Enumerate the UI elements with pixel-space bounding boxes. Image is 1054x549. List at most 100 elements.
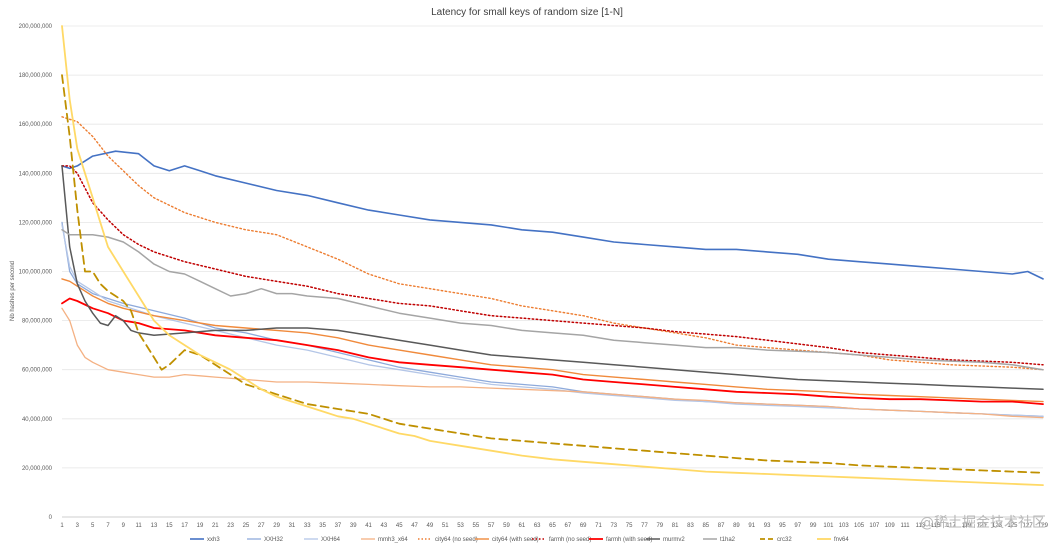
x-tick-label: 49: [427, 523, 434, 529]
x-tick-label: 29: [273, 523, 280, 529]
x-tick-label: 11: [136, 523, 143, 529]
series-line-farmh-no-seed-: [61, 165, 1044, 366]
x-tick-label: 69: [580, 523, 587, 529]
chart-title: Latency for small keys of random size [1…: [431, 7, 623, 18]
x-tick-label: 105: [854, 523, 865, 529]
legend-label: farmh (no seed): [549, 537, 591, 543]
x-tick-label: 109: [885, 523, 896, 529]
x-tick-label: 99: [810, 523, 817, 529]
x-tick-label: 5: [91, 523, 95, 529]
x-tick-label: 71: [595, 523, 602, 529]
x-tick-label: 41: [365, 523, 372, 529]
series-line-crc32: [61, 74, 1044, 474]
x-tick-label: 73: [610, 523, 617, 529]
x-tick-label: 65: [549, 523, 556, 529]
legend-label: xxh3: [207, 537, 220, 543]
y-tick-label: 200,000,000: [19, 24, 53, 30]
x-tick-label: 91: [748, 523, 755, 529]
legend-label: XXH32: [264, 537, 284, 543]
series-line-mmh3-x64: [61, 307, 1044, 419]
x-tick-label: 53: [457, 523, 464, 529]
series-line-xxh3: [61, 150, 1044, 280]
x-tick-label: 47: [411, 523, 418, 529]
y-tick-label: 180,000,000: [19, 73, 53, 79]
x-tick-label: 117: [946, 523, 956, 529]
x-tick-label: 7: [106, 523, 110, 529]
series-line-murmv2: [61, 165, 1044, 391]
y-tick-label: 60,000,000: [22, 368, 53, 374]
legend-label: city64 (no seed): [435, 537, 478, 543]
x-tick-label: 85: [702, 523, 709, 529]
x-tick-label: 63: [534, 523, 541, 529]
x-tick-label: 39: [350, 523, 357, 529]
y-tick-label: 140,000,000: [19, 171, 53, 177]
x-tick-label: 13: [151, 523, 158, 529]
x-tick-label: 19: [197, 523, 204, 529]
x-tick-label: 45: [396, 523, 403, 529]
x-tick-label: 75: [626, 523, 633, 529]
x-tick-label: 25: [243, 523, 250, 529]
x-tick-label: 107: [869, 523, 880, 529]
x-tick-label: 23: [227, 523, 234, 529]
gridlines: [62, 25, 1043, 518]
legend-label: murmv2: [663, 537, 685, 543]
x-tick-label: 59: [503, 523, 510, 529]
x-tick-label: 77: [641, 523, 648, 529]
x-tick-label: 121: [977, 523, 988, 529]
x-tick-label: 1: [60, 523, 64, 529]
y-tick-label: 160,000,000: [19, 122, 53, 128]
x-tick-label: 43: [381, 523, 388, 529]
y-tick-labels: 0 20,000,000 40,000,000 60,000,000 80,000,00…: [19, 24, 53, 521]
x-tick-label: 119: [962, 523, 972, 529]
x-tick-label: 79: [656, 523, 663, 529]
y-tick-label: 40,000,000: [22, 417, 53, 423]
x-tick-label: 61: [519, 523, 526, 529]
x-tick-label: 3: [76, 523, 80, 529]
x-tick-labels: 1 3 5 7 9 11 13 15 17 19 21 23 25 27 29 31 33 35 37 39 41 43 4…: [60, 523, 1048, 529]
x-tick-label: 27: [258, 523, 265, 529]
legend-label: t1ha2: [720, 537, 736, 543]
x-tick-label: 31: [289, 523, 296, 529]
legend-label: crc32: [777, 537, 792, 543]
x-tick-label: 21: [212, 523, 219, 529]
legend-label: XXH64: [321, 537, 341, 543]
y-tick-label: 80,000,000: [22, 319, 53, 325]
x-tick-label: 55: [473, 523, 480, 529]
series-line-farmh-with-seed-: [61, 297, 1044, 405]
x-tick-label: 17: [181, 523, 188, 529]
x-tick-label: 87: [718, 523, 725, 529]
x-tick-label: 35: [319, 523, 326, 529]
x-tick-label: 93: [764, 523, 771, 529]
y-tick-label: 0: [49, 515, 53, 521]
x-tick-label: 97: [794, 523, 801, 529]
x-tick-label: 123: [992, 523, 1003, 529]
series-line-t1ha2: [61, 229, 1044, 371]
x-tick-label: 83: [687, 523, 694, 529]
x-tick-label: 129: [1038, 523, 1049, 529]
watermark-text: @稀土掘金技术社区: [920, 515, 1046, 531]
x-tick-label: 101: [823, 523, 834, 529]
legend-label: fnv64: [834, 537, 849, 543]
x-tick-label: 81: [672, 523, 679, 529]
y-axis-label: Nb hashes per second: [10, 261, 16, 321]
y-tick-label: 100,000,000: [19, 270, 53, 276]
x-tick-label: 113: [916, 523, 926, 529]
legend-label: farmh (with seed): [606, 537, 652, 543]
x-tick-label: 67: [564, 523, 571, 529]
series-line-fnv64: [61, 25, 1044, 486]
x-tick-label: 51: [442, 523, 449, 529]
legend-label: mmh3_x64: [378, 537, 408, 543]
x-tick-label: 125: [1007, 523, 1018, 529]
x-tick-label: 15: [166, 523, 173, 529]
series-line-city64-with-seed-: [61, 278, 1044, 403]
x-tick-label: 127: [1023, 523, 1034, 529]
y-tick-label: 120,000,000: [19, 220, 53, 226]
x-tick-label: 89: [733, 523, 740, 529]
x-tick-label: 95: [779, 523, 786, 529]
x-tick-label: 111: [900, 523, 910, 529]
y-tick-label: 20,000,000: [22, 466, 53, 472]
x-tick-label: 9: [122, 523, 126, 529]
x-tick-label: 103: [839, 523, 850, 529]
